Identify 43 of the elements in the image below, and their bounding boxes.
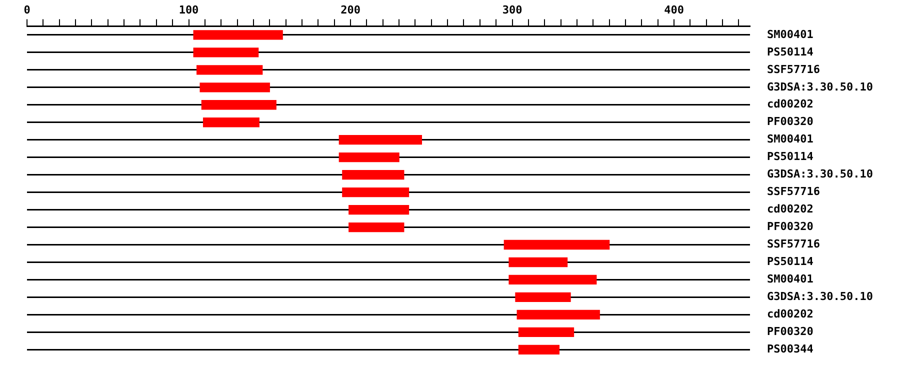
x-tick-label: 300 xyxy=(502,3,522,16)
y-tick-label: PF00320 xyxy=(767,115,814,128)
y-tick-label: SSF57716 xyxy=(767,62,820,76)
y-tick-label: SSF57716 xyxy=(767,238,820,251)
bar xyxy=(515,292,571,302)
y-tick-label: PS50114 xyxy=(767,255,814,268)
bar xyxy=(342,170,404,180)
y-tick-label: cd00202 xyxy=(767,98,814,111)
y-tick-label: SM00401 xyxy=(767,272,814,286)
bar xyxy=(348,222,404,232)
bar xyxy=(193,48,259,58)
bar xyxy=(338,135,422,145)
y-tick-label: PS50114 xyxy=(767,45,814,58)
bar xyxy=(504,240,610,250)
bar xyxy=(200,82,270,92)
bar xyxy=(196,65,263,75)
y-tick-label: G3DSA:3.30.50.10 xyxy=(767,290,874,304)
y-tick-label: SM00401 xyxy=(767,28,814,41)
y-tick-label: G3DSA:3.30.50.10 xyxy=(767,80,874,94)
y-tick-label: cd00202 xyxy=(767,202,814,216)
y-tick-label: SSF57716 xyxy=(767,185,820,198)
bar xyxy=(508,274,597,285)
y-tick-label: PS50114 xyxy=(767,150,814,164)
bar xyxy=(202,118,260,128)
x-tick-label: 400 xyxy=(664,3,684,16)
x-tick-label: 100 xyxy=(178,3,199,16)
y-tick-label: G3DSA:3.30.50.10 xyxy=(767,168,874,181)
y-tick-label: PF00320 xyxy=(767,325,814,338)
bar xyxy=(338,152,400,162)
bar xyxy=(342,187,410,198)
bar xyxy=(518,344,560,354)
bar xyxy=(516,310,600,320)
y-tick-label: PS00344 xyxy=(767,342,814,356)
y-tick-label: SM00401 xyxy=(767,132,814,146)
bar xyxy=(193,30,283,40)
bar xyxy=(508,257,568,268)
x-tick-label: 200 xyxy=(340,3,360,16)
bar xyxy=(201,100,276,110)
bar xyxy=(348,204,410,215)
x-tick-label: 0 xyxy=(24,3,30,16)
y-tick-label: PF00320 xyxy=(767,220,814,234)
y-tick-label: cd00202 xyxy=(767,308,814,321)
bar xyxy=(518,327,574,338)
